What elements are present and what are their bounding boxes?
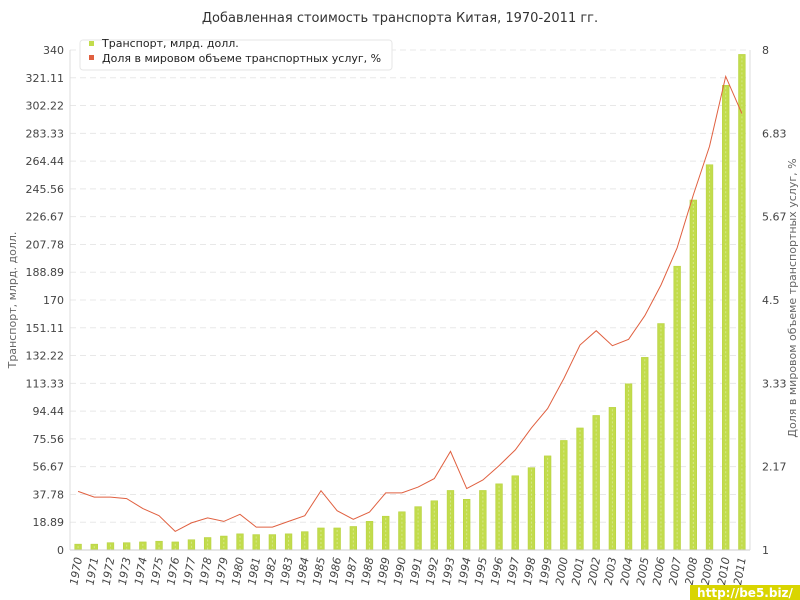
y2-tick-label: 8	[762, 44, 769, 57]
x-tick-label: 2001	[569, 556, 587, 586]
bar	[382, 515, 390, 551]
legend-label-bars: Транспорт, млрд. долл.	[101, 37, 239, 50]
y-axis-label: Транспорт, млрд. долл.	[6, 232, 19, 370]
x-tick-label: 1982	[262, 556, 280, 586]
x-tick-label: 1980	[229, 556, 247, 586]
y2-tick-label: 5.67	[762, 210, 787, 223]
y-tick-label: 226.67	[26, 211, 65, 224]
x-tick-label: 1973	[116, 556, 134, 586]
bar	[657, 323, 665, 551]
legend-swatch-bars	[89, 41, 94, 46]
watermark-background	[690, 585, 800, 600]
x-tick-label: 2003	[602, 556, 620, 586]
legend-swatch-line	[89, 55, 94, 60]
y2-axis-ticks: 1 2.17 3.33 4.5 5.67 6.83 8	[762, 44, 787, 557]
x-tick-label: 1985	[310, 556, 328, 586]
bar	[187, 539, 196, 551]
y2-tick-label: 1	[762, 544, 769, 557]
y2-tick-label: 2.17	[762, 460, 787, 473]
y-tick-label: 0	[57, 544, 64, 557]
y-tick-label: 37.78	[33, 488, 65, 501]
x-tick-label: 1997	[505, 556, 523, 586]
x-tick-label: 1993	[440, 556, 458, 586]
y-tick-label: 170	[43, 294, 64, 307]
x-tick-label: 1996	[488, 556, 506, 586]
x-tick-label: 1984	[294, 556, 312, 586]
bars	[74, 54, 746, 551]
legend-box	[79, 39, 393, 71]
y-tick-label: 132.22	[26, 350, 65, 363]
chart-title: Добавленная стоимость транспорта Китая, …	[202, 11, 598, 26]
watermark[interactable]: http://be5.biz/	[690, 585, 800, 600]
y-tick-label: 264.44	[26, 155, 65, 168]
x-axis-ticks: 1970197119721973197419751976197719781979…	[67, 556, 748, 586]
x-tick-label: 2010	[715, 556, 733, 586]
share-line	[77, 74, 743, 533]
x-tick-label: 1998	[521, 556, 539, 586]
axes	[69, 50, 751, 551]
x-tick-label: 1987	[343, 556, 361, 586]
x-tick-label: 1999	[537, 556, 555, 586]
x-tick-label: 1972	[100, 556, 118, 586]
x-tick-label: 2008	[683, 556, 701, 586]
x-tick-label: 1995	[472, 556, 490, 586]
y-axis-ticks: 0 18.89 37.78 56.67 75.56 94.44 113.33 132.22 15…	[26, 44, 65, 557]
x-tick-label: 1978	[197, 556, 215, 586]
x-tick-label: 1975	[148, 556, 166, 586]
x-tick-label: 1970	[67, 556, 85, 586]
y-tick-label: 283.33	[26, 127, 65, 140]
watermark-link[interactable]: http://be5.biz/	[697, 586, 793, 600]
x-tick-label: 1981	[245, 556, 263, 586]
y-tick-label: 207.78	[26, 238, 65, 251]
y-tick-label: 151.11	[26, 322, 65, 335]
legend-label-line: Доля в мировом объеме транспортных услуг…	[102, 52, 381, 65]
y-tick-label: 94.44	[33, 405, 65, 418]
x-tick-label: 1994	[456, 556, 474, 586]
x-tick-label: 2002	[585, 556, 603, 586]
lines	[77, 74, 743, 533]
x-tick-label: 2005	[634, 556, 652, 586]
y-tick-label: 245.56	[26, 183, 65, 196]
y-tick-label: 113.33	[26, 377, 65, 390]
x-tick-label: 2011	[731, 556, 749, 586]
x-tick-label: 2004	[618, 556, 636, 586]
x-tick-label: 2007	[666, 556, 684, 586]
y2-axis-label: Доля в мировом объеме транспортных услуг…	[786, 158, 799, 437]
x-tick-label: 1989	[375, 556, 393, 586]
x-tick-label: 1991	[407, 556, 425, 586]
x-tick-label: 1971	[84, 556, 102, 586]
x-tick-label: 1990	[391, 556, 409, 586]
x-tick-label: 1988	[359, 556, 377, 586]
y-tick-label: 340	[43, 44, 64, 57]
x-tick-label: 1992	[424, 556, 442, 586]
x-tick-label: 1976	[165, 556, 183, 586]
x-tick-label: 1986	[326, 556, 344, 586]
y-tick-label: 18.89	[33, 516, 65, 529]
y-tick-label: 56.67	[33, 461, 65, 474]
y-tick-label: 188.89	[26, 266, 65, 279]
x-tick-label: 2006	[650, 556, 668, 586]
y2-tick-label: 3.33	[762, 378, 787, 391]
bar	[495, 483, 503, 551]
grid	[70, 49, 750, 551]
x-tick-label: 1983	[278, 556, 296, 586]
y2-tick-label: 4.5	[762, 294, 780, 307]
legend: Транспорт, млрд. долл. Доля в мировом об…	[79, 37, 393, 71]
y2-tick-label: 6.83	[762, 128, 787, 141]
x-tick-label: 1977	[181, 556, 199, 586]
y-tick-label: 75.56	[33, 433, 65, 446]
x-tick-label: 2000	[553, 556, 571, 586]
x-tick-label: 1979	[213, 556, 231, 586]
bar	[527, 467, 536, 551]
x-tick-label: 2009	[699, 556, 717, 586]
y-tick-label: 302.22	[26, 100, 65, 113]
y-tick-label: 321.11	[26, 72, 65, 85]
x-tick-label: 1974	[132, 556, 150, 586]
